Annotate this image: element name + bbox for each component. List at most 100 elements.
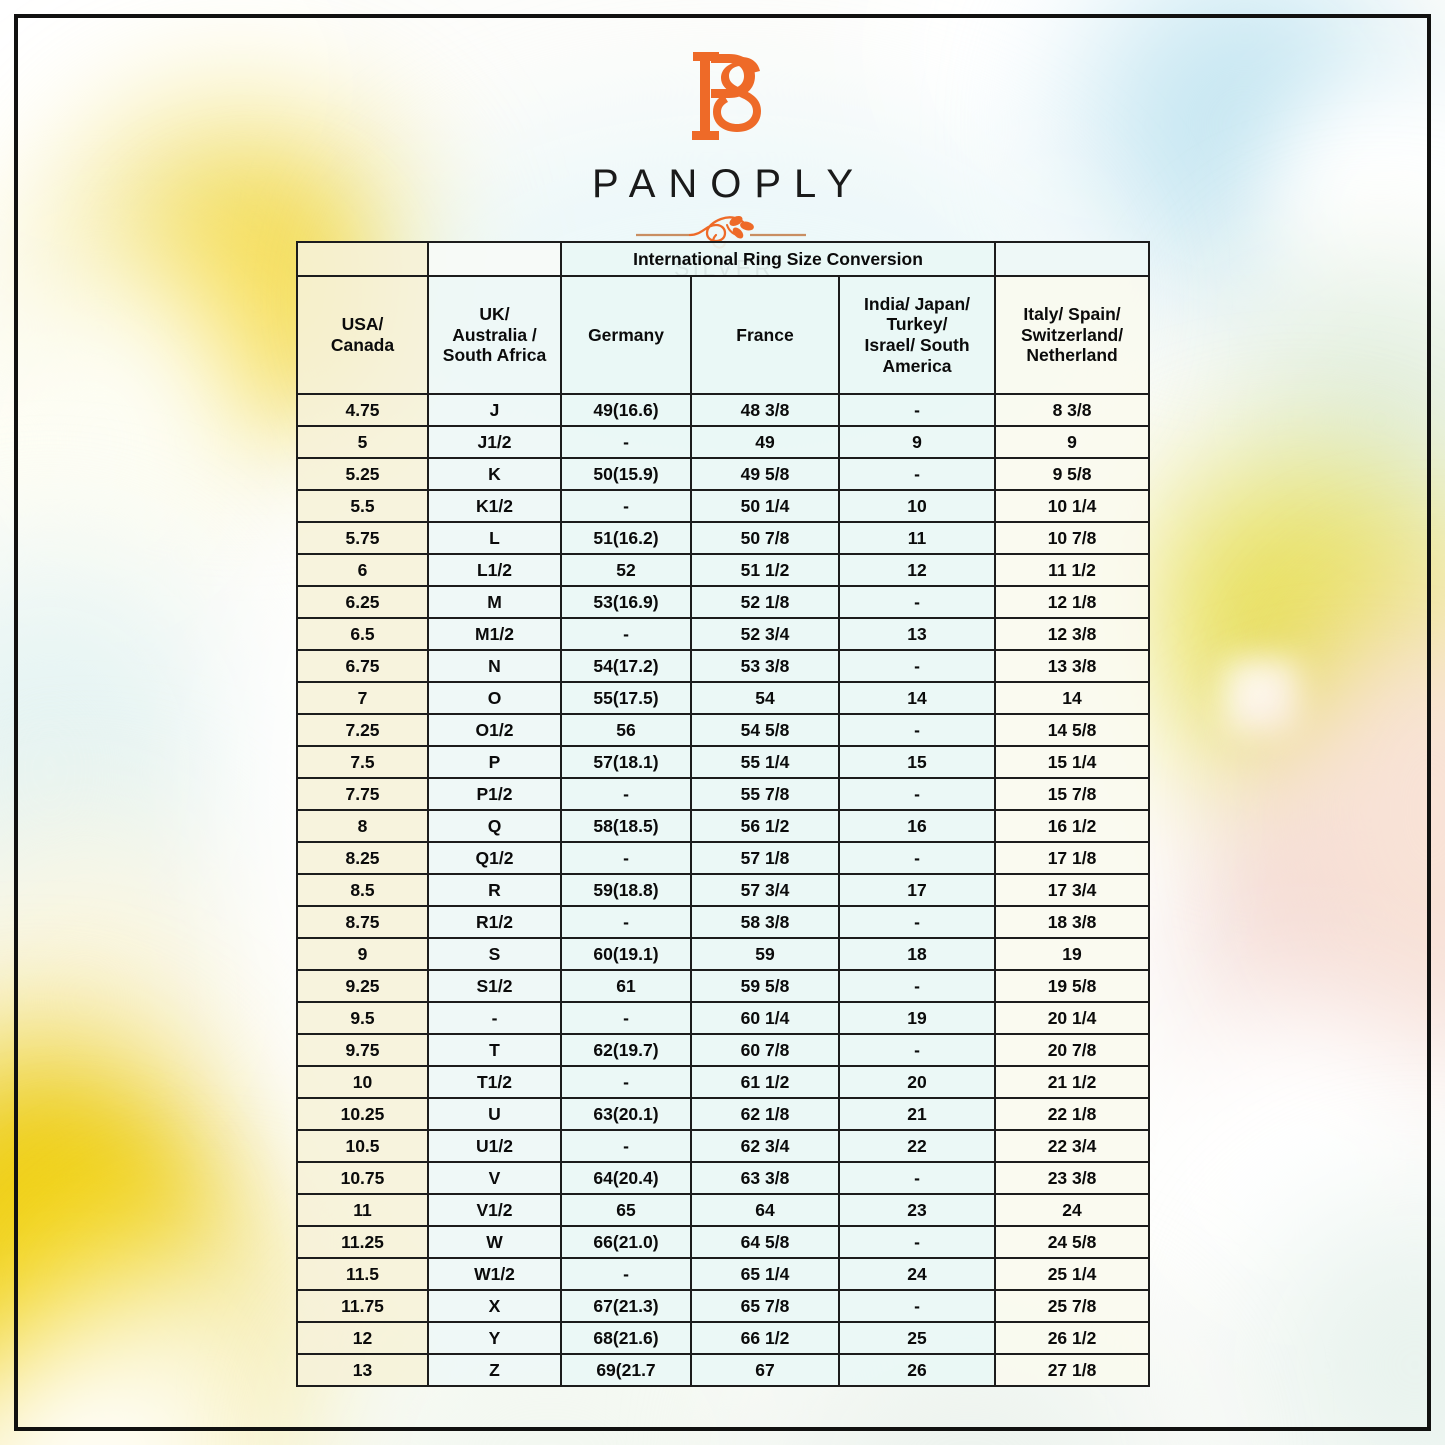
cell-r15-c1: 8.25: [296, 841, 429, 875]
cell-r17-c1: 8.75: [296, 905, 429, 939]
cell-r8-c4: 52 3/4: [690, 617, 840, 651]
cell-r29-c5: -: [837, 1289, 997, 1323]
cell-r2-c5: 9: [837, 425, 997, 459]
cell-r19-c3: 61: [560, 969, 692, 1003]
cell-r6-c1: 6: [296, 553, 429, 587]
cell-r3-c6: 9 5/8: [994, 457, 1151, 491]
column-header-2: UK/Australia / South Africa: [427, 275, 562, 395]
ring-size-conversion-table: International Ring Size Conversion USA/Ca…: [296, 241, 1151, 1387]
cell-r24-c5: 22: [837, 1129, 997, 1163]
cell-r16-c2: R: [427, 873, 562, 907]
brand-flourish: [0, 213, 1445, 259]
cell-r16-c4: 57 3/4: [690, 873, 840, 907]
cell-r12-c5: 15: [837, 745, 997, 779]
cell-r13-c6: 15 7/8: [994, 777, 1151, 811]
cell-r24-c2: U1/2: [427, 1129, 562, 1163]
cell-r21-c5: -: [837, 1033, 997, 1067]
cell-r18-c5: 18: [837, 937, 997, 971]
cell-r2-c4: 49: [690, 425, 840, 459]
cell-r13-c3: -: [560, 777, 692, 811]
cell-r3-c2: K: [427, 457, 562, 491]
cell-r9-c6: 13 3/8: [994, 649, 1151, 683]
cell-r10-c5: 14: [837, 681, 997, 715]
cell-r24-c1: 10.5: [296, 1129, 429, 1163]
cell-r31-c6: 27 1/8: [994, 1353, 1151, 1387]
table-row: 5.25 K 50(15.9) 49 5/8-9 5/8: [296, 457, 1151, 491]
cell-r1-c1: 4.75: [296, 393, 429, 427]
cell-r9-c2: N: [427, 649, 562, 683]
cell-r16-c6: 17 3/4: [994, 873, 1151, 907]
table-row: 10.5 U1/2-62 3/4 22 22 3/4: [296, 1129, 1151, 1163]
cell-r18-c1: 9: [296, 937, 429, 971]
table-row: 7.25 O1/2 56 54 5/8-14 5/8: [296, 713, 1151, 747]
cell-r15-c4: 57 1/8: [690, 841, 840, 875]
table-row: 11.25 W 66(21.0) 64 5/8-24 5/8: [296, 1225, 1151, 1259]
cell-r8-c5: 13: [837, 617, 997, 651]
table-row: 7 O 55(17.5) 54 14 14: [296, 681, 1151, 715]
cell-r19-c2: S1/2: [427, 969, 562, 1003]
cell-r21-c1: 9.75: [296, 1033, 429, 1067]
cell-r28-c1: 11.5: [296, 1257, 429, 1291]
table-row: 9.75 T 62(19.7) 60 7/8-20 7/8: [296, 1033, 1151, 1067]
cell-r26-c1: 11: [296, 1193, 429, 1227]
table-row: 6 L1/2 52 51 1/2 12 11 1/2: [296, 553, 1151, 587]
cell-r26-c5: 23: [837, 1193, 997, 1227]
table-row: 12 Y 68(21.6) 66 1/2 25 26 1/2: [296, 1321, 1151, 1355]
cell-r29-c1: 11.75: [296, 1289, 429, 1323]
cell-r29-c4: 65 7/8: [690, 1289, 840, 1323]
cell-r31-c5: 26: [837, 1353, 997, 1387]
cell-r22-c5: 20: [837, 1065, 997, 1099]
cell-r12-c4: 55 1/4: [690, 745, 840, 779]
cell-r17-c3: -: [560, 905, 692, 939]
cell-r20-c4: 60 1/4: [690, 1001, 840, 1035]
cell-r5-c3: 51(16.2): [560, 521, 692, 555]
table-title-row: International Ring Size Conversion: [296, 241, 1151, 277]
cell-r4-c1: 5.5: [296, 489, 429, 523]
cell-r3-c3: 50(15.9): [560, 457, 692, 491]
cell-r30-c3: 68(21.6): [560, 1321, 692, 1355]
column-header-4: France: [690, 275, 840, 395]
cell-r31-c3: 69(21.7: [560, 1353, 692, 1387]
cell-r15-c2: Q1/2: [427, 841, 562, 875]
cell-r15-c3: -: [560, 841, 692, 875]
cell-r18-c2: S: [427, 937, 562, 971]
cell-r29-c6: 25 7/8: [994, 1289, 1151, 1323]
cell-r11-c3: 56: [560, 713, 692, 747]
cell-r1-c6: 8 3/8: [994, 393, 1151, 427]
cell-r24-c6: 22 3/4: [994, 1129, 1151, 1163]
cell-r22-c4: 61 1/2: [690, 1065, 840, 1099]
cell-r28-c6: 25 1/4: [994, 1257, 1151, 1291]
cell-r9-c1: 6.75: [296, 649, 429, 683]
cell-r12-c6: 15 1/4: [994, 745, 1151, 779]
table-row: 7.5 P 57(18.1) 55 1/4 15 15 1/4: [296, 745, 1151, 779]
cell-r6-c2: L1/2: [427, 553, 562, 587]
cell-r1-c5: -: [837, 393, 997, 427]
table-row: 4.75 J 49(16.6) 48 3/8-8 3/8: [296, 393, 1151, 427]
cell-r9-c4: 53 3/8: [690, 649, 840, 683]
column-header-5: India/ Japan/Turkey/Israel/ South America: [837, 275, 997, 395]
cell-r13-c2: P1/2: [427, 777, 562, 811]
cell-r16-c1: 8.5: [296, 873, 429, 907]
table-header-row: USA/Canada UK/Australia / South Africa Germ…: [296, 275, 1151, 395]
cell-r13-c1: 7.75: [296, 777, 429, 811]
cell-r2-c6: 9: [994, 425, 1151, 459]
cell-r20-c3: -: [560, 1001, 692, 1035]
cell-r28-c3: -: [560, 1257, 692, 1291]
cell-r30-c2: Y: [427, 1321, 562, 1355]
cell-r11-c1: 7.25: [296, 713, 429, 747]
cell-r20-c2: -: [427, 1001, 562, 1035]
table-row: 9.5- -60 1/4 19 20 1/4: [296, 1001, 1151, 1035]
table-row: 11.75 X 67(21.3) 65 7/8-25 7/8: [296, 1289, 1151, 1323]
cell-r18-c6: 19: [994, 937, 1151, 971]
table-row: 10.75 V 64(20.4) 63 3/8-23 3/8: [296, 1161, 1151, 1195]
cell-r23-c4: 62 1/8: [690, 1097, 840, 1131]
cell-r11-c5: -: [837, 713, 997, 747]
cell-r18-c4: 59: [690, 937, 840, 971]
cell-r17-c2: R1/2: [427, 905, 562, 939]
table-row: 5 J1/2-49 9 9: [296, 425, 1151, 459]
cell-r11-c6: 14 5/8: [994, 713, 1151, 747]
ring-size-table-container: International Ring Size Conversion USA/Ca…: [296, 241, 1151, 1387]
cell-r19-c5: -: [837, 969, 997, 1003]
cell-r13-c4: 55 7/8: [690, 777, 840, 811]
cell-r30-c4: 66 1/2: [690, 1321, 840, 1355]
